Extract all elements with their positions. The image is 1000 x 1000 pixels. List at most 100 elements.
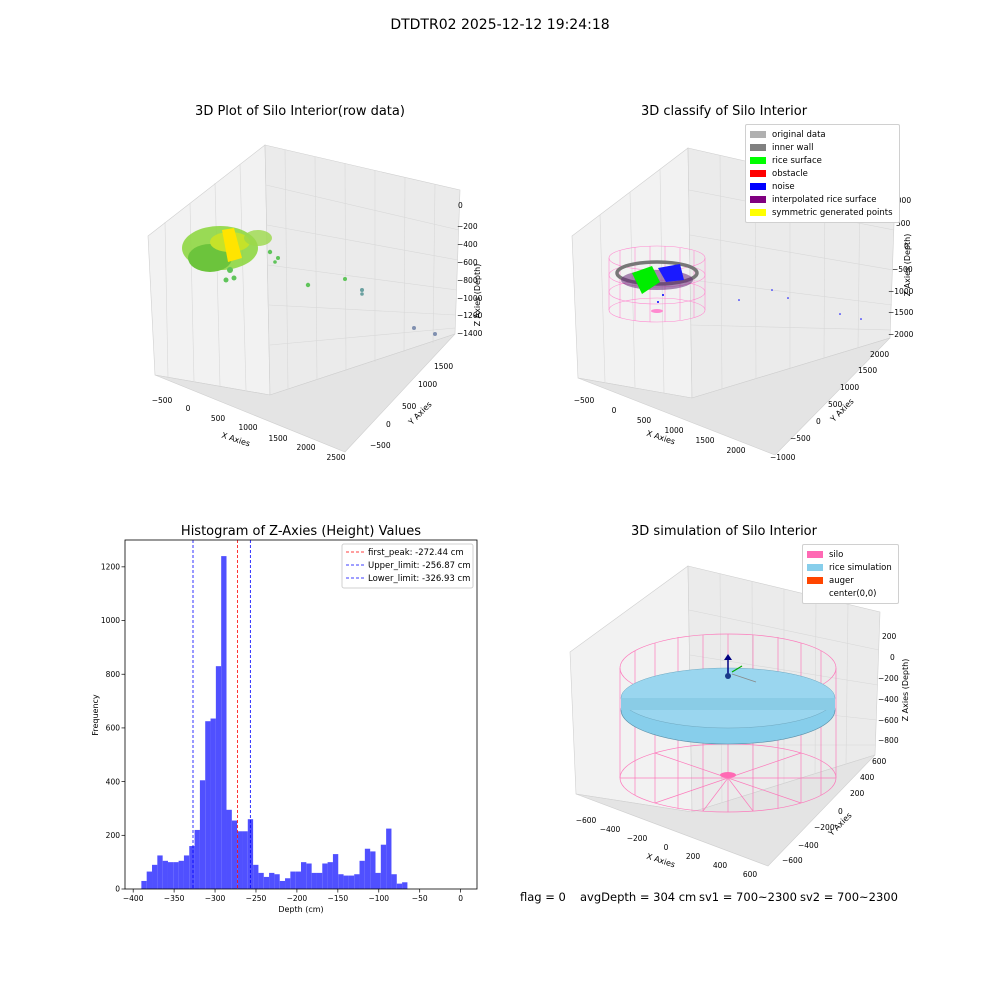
raw-3d-plot: 0 −200 −400 −600 −800 −1000 −1200 −1400 … [147,144,483,460]
classify-z-axis-label: Z Axies (Depth) [903,234,912,297]
x-tick-label: −200 [287,894,308,903]
x-tick-label: −250 [246,894,267,903]
legend-swatch [750,131,766,138]
raw-x-axis-label: X Axies [220,431,251,449]
svg-text:−400: −400 [600,825,621,834]
simulation-y-tick-labels: −600 −400 −200 0 200 400 600 [782,757,887,865]
histogram-bar [215,666,222,889]
histogram-bar [348,875,355,889]
svg-text:0: 0 [612,406,617,415]
histogram-x-label: Depth (cm) [278,905,323,914]
svg-text:−1000: −1000 [457,294,483,303]
histogram-bar [258,872,264,889]
histogram-bar [386,828,392,889]
x-tick-label: 0 [458,894,463,903]
histogram-bar [253,864,259,889]
svg-text:2000: 2000 [870,350,889,359]
legend-item: noise [750,180,893,193]
legend-swatch [750,157,766,164]
histogram-bar [295,871,301,889]
svg-text:1500: 1500 [695,436,714,445]
svg-text:−600: −600 [878,716,899,725]
svg-text:−400: −400 [878,695,899,704]
legend-item: auger [807,574,892,587]
histogram-bar [242,831,248,889]
histogram-bar [402,882,408,889]
histogram-bar [364,848,371,889]
histogram-reference-lines [192,540,251,889]
svg-text:−800: −800 [457,276,478,285]
svg-text:−1200: −1200 [457,311,483,320]
svg-text:1000: 1000 [238,423,257,432]
svg-text:2000: 2000 [296,443,315,452]
histogram-bar [285,878,291,889]
svg-text:0: 0 [664,843,669,852]
classify-x-tick-labels: −500 0 500 1000 1500 2000 [574,396,746,455]
histogram-bar [199,780,206,889]
svg-text:600: 600 [872,757,887,766]
svg-text:400: 400 [713,861,728,870]
histogram-bar [178,860,184,889]
svg-text:−500: −500 [574,396,595,405]
svg-text:2500: 2500 [326,453,345,460]
legend-swatch [807,551,823,558]
svg-text:1500: 1500 [858,366,877,375]
footer-sv2: sv2 = 700~2300 [800,890,898,904]
histogram-x-ticks: −400 −350 −300 −250 −200 −150 −100 −50 0 [123,889,463,903]
legend-item: rice simulation [807,561,892,574]
histogram-bar [247,819,254,889]
histogram-bar [306,863,312,889]
svg-text:−2000: −2000 [888,330,914,339]
svg-text:−600: −600 [576,816,597,825]
svg-text:1000: 1000 [840,383,859,392]
svg-text:−500: −500 [790,434,811,443]
histogram-bar [237,831,243,889]
legend-swatch [750,170,766,177]
raw-z-axis-label: Z Axies (Depth) [473,264,482,327]
y-tick-label: 200 [106,831,121,840]
simulation-z-axis-label: Z Axies (Depth) [901,659,910,722]
svg-text:500: 500 [402,402,417,411]
histogram-title: Histogram of Z-Axies (Height) Values [180,524,422,539]
raw-y-tick-labels: −500 0 500 1000 1500 [370,362,453,450]
legend-item: inner wall [750,141,893,154]
histogram-bar [332,854,339,889]
svg-text:0: 0 [816,417,821,426]
svg-text:1000: 1000 [418,380,437,389]
histogram-bar [183,855,190,889]
histogram-bar [146,871,153,889]
svg-text:−500: −500 [892,265,913,274]
svg-text:−200: −200 [627,834,648,843]
footer-flag: flag = 0 [520,890,566,904]
simulation-legend: silo rice simulation auger center(0,0) [802,544,899,604]
svg-text:−200: −200 [814,823,835,832]
histogram-bar [152,864,158,889]
y-tick-label: 0 [115,885,120,894]
svg-text:500: 500 [896,219,911,228]
histogram-bar [157,855,163,889]
svg-text:−500: −500 [370,441,391,450]
x-tick-label: −350 [164,894,185,903]
svg-text:−1000: −1000 [888,287,914,296]
svg-text:−200: −200 [878,674,899,683]
legend-item: silo [807,548,892,561]
histogram-bar [290,871,296,889]
svg-text:0: 0 [838,807,843,816]
svg-text:1000: 1000 [892,196,911,205]
svg-text:500: 500 [637,416,652,425]
legend-item: center(0,0) [807,587,892,600]
histogram-bar [301,862,307,889]
histogram-bar [359,860,365,889]
histogram-bar [210,718,216,889]
legend-swatch [750,196,766,203]
svg-text:−400: −400 [798,841,819,850]
legend-first-peak: first_peak: -272.44 cm [368,548,464,558]
svg-text:−800: −800 [878,736,899,745]
x-tick-label: −300 [205,894,226,903]
svg-text:0: 0 [904,242,909,251]
svg-text:−600: −600 [457,258,478,267]
simulation-x-tick-labels: −600 −400 −200 0 200 400 600 [576,816,758,879]
svg-text:−200: −200 [457,222,478,231]
footer-avg-depth: avgDepth = 304 cm [580,890,697,904]
svg-text:2000: 2000 [726,446,745,455]
